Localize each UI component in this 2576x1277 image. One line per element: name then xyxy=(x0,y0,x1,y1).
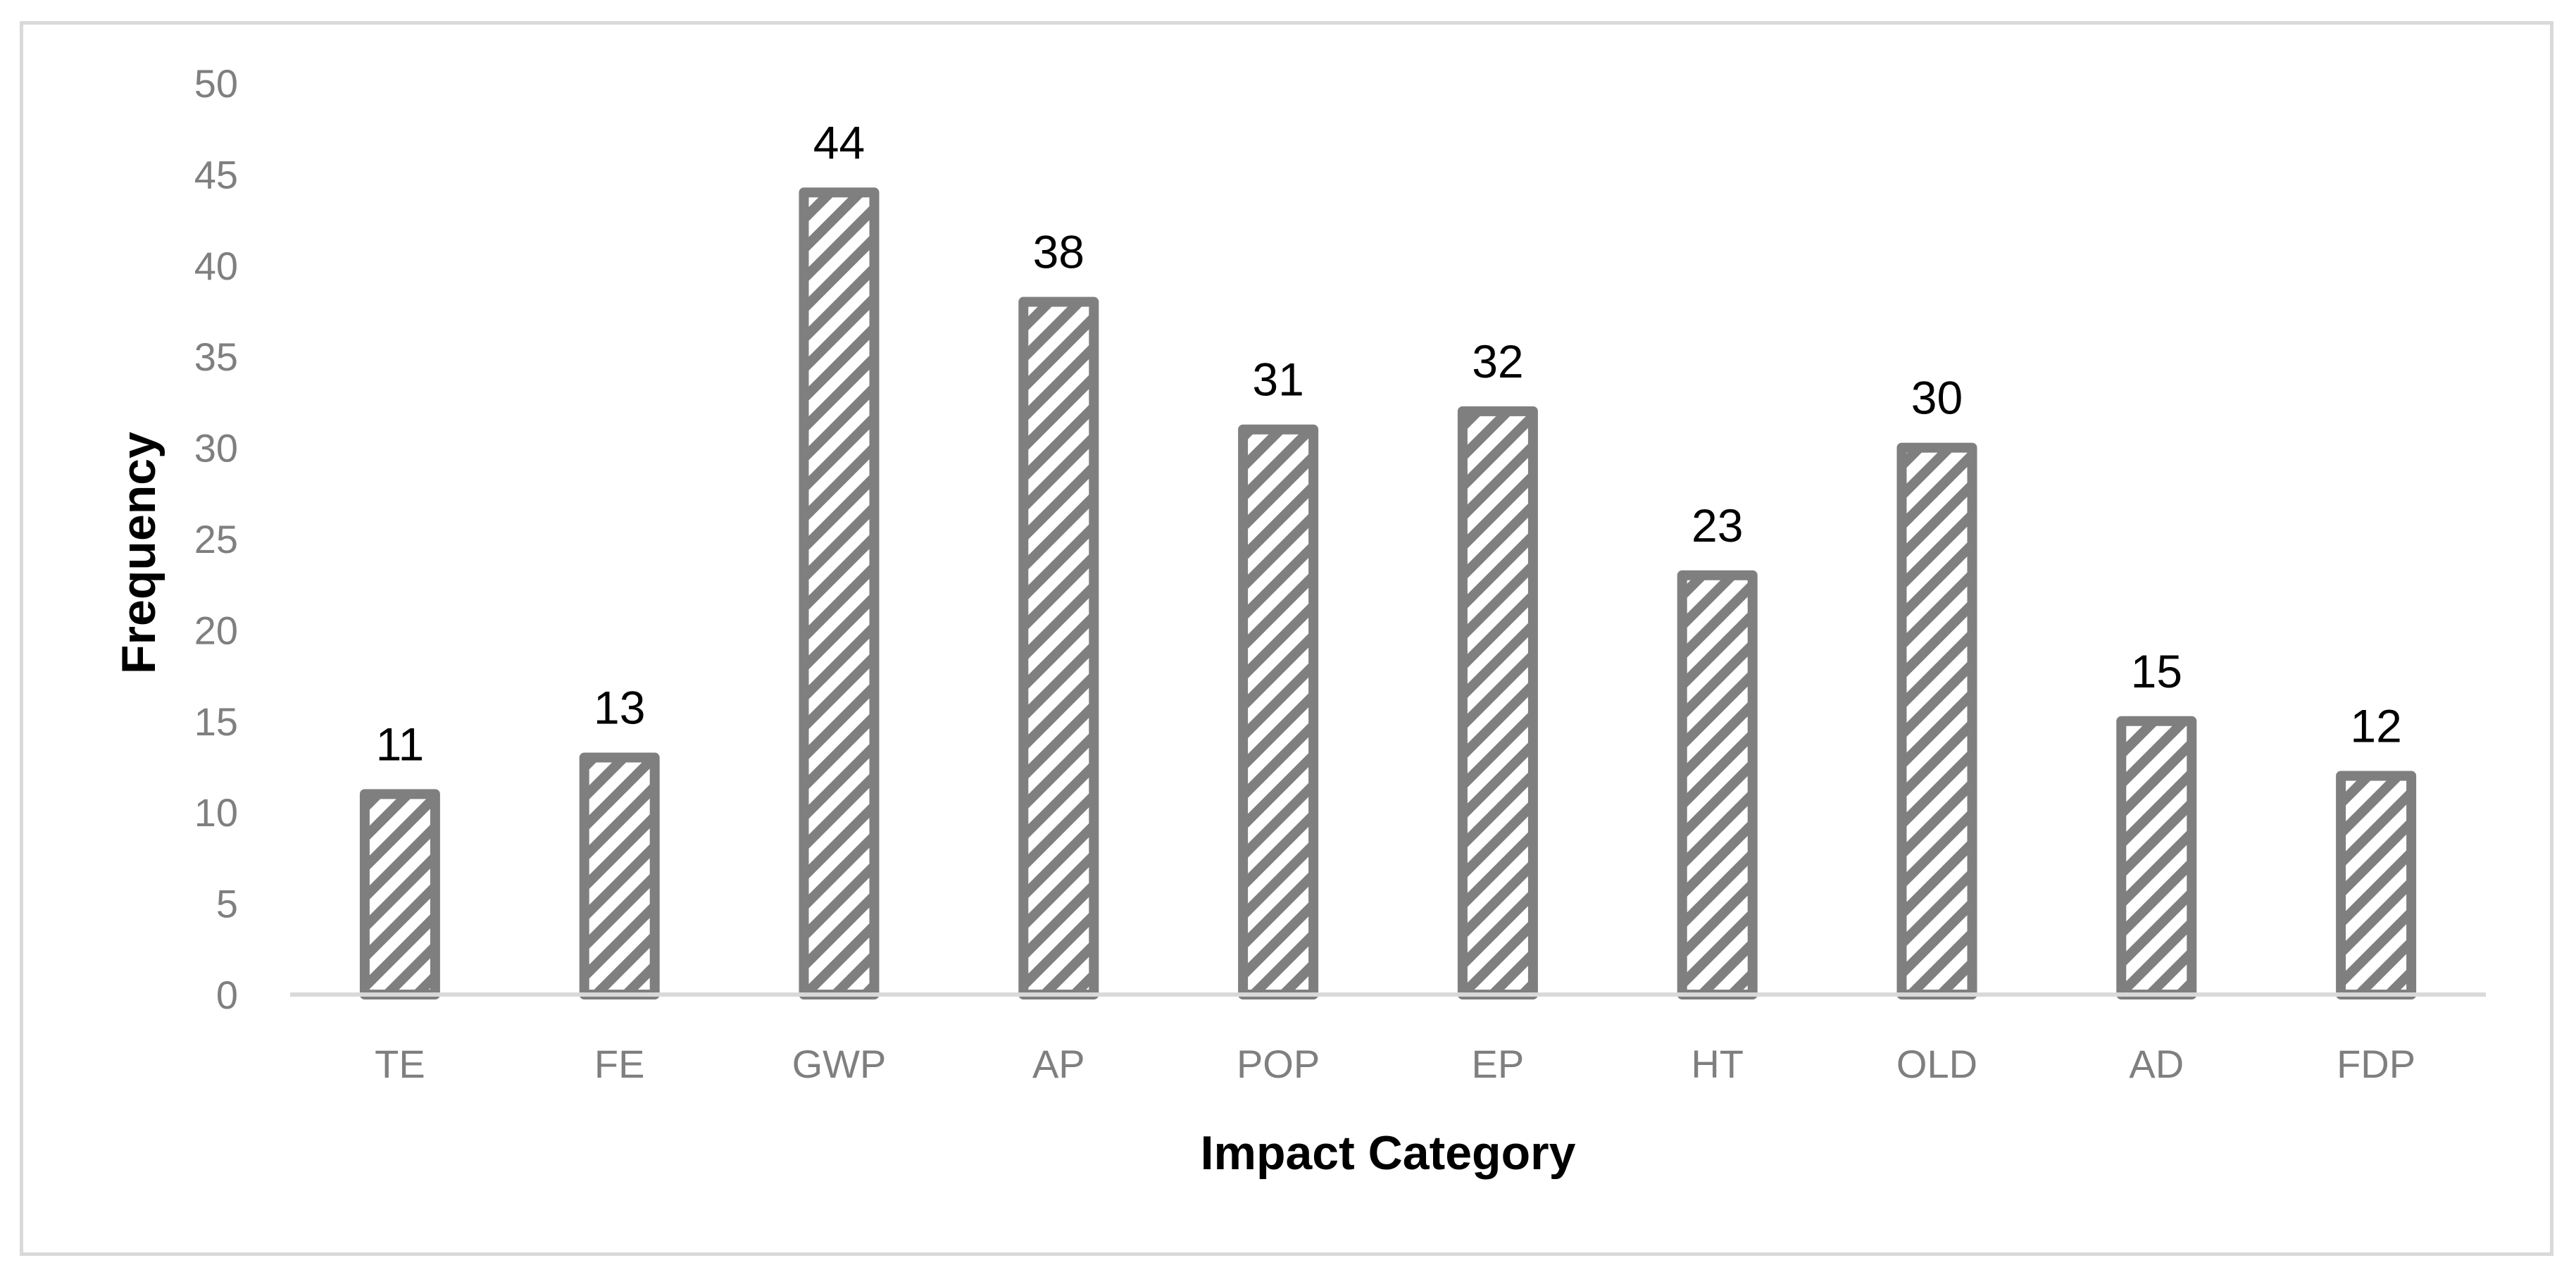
bar-fdp xyxy=(2336,771,2417,999)
y-axis-title: Frequency xyxy=(112,432,165,674)
x-tick-label: AD xyxy=(2129,1042,2184,1086)
x-tick-label: AP xyxy=(1032,1042,1085,1086)
x-tick-label: FE xyxy=(594,1042,645,1086)
bar-ep xyxy=(1457,406,1538,999)
x-tick-label: EP xyxy=(1472,1042,1525,1086)
data-label: 30 xyxy=(1911,372,1963,424)
y-tick-label: 40 xyxy=(194,244,238,288)
x-tick-label: OLD xyxy=(1896,1042,1977,1086)
data-labels: 11 13 44 38 31 32 23 30 15 12 xyxy=(376,116,2402,770)
bar-fe xyxy=(579,752,660,1000)
x-axis-title: Impact Category xyxy=(1201,1126,1576,1180)
y-tick-label: 0 xyxy=(216,973,238,1017)
y-tick-label: 45 xyxy=(194,152,238,197)
y-axis-ticks: 0 5 10 15 20 25 30 35 40 45 50 xyxy=(194,61,238,1017)
x-axis-ticks: TE FE GWP AP POP EP HT OLD AD FDP xyxy=(375,1042,2415,1086)
y-tick-label: 25 xyxy=(194,517,238,561)
bar-te xyxy=(359,789,440,999)
x-tick-label: FDP xyxy=(2337,1042,2415,1086)
bar-old xyxy=(1896,442,1977,999)
x-tick-label: GWP xyxy=(792,1042,887,1086)
y-tick-label: 50 xyxy=(194,61,238,106)
data-label: 12 xyxy=(2350,699,2401,752)
data-label: 15 xyxy=(2131,645,2182,697)
bar-pop xyxy=(1238,424,1319,999)
bar-gwp xyxy=(799,187,880,999)
bar-ad xyxy=(2116,716,2197,999)
y-tick-label: 35 xyxy=(194,335,238,379)
data-label: 31 xyxy=(1252,354,1303,406)
bar-ht xyxy=(1677,570,1758,999)
x-tick-label: TE xyxy=(375,1042,425,1086)
x-tick-label: POP xyxy=(1237,1042,1320,1086)
y-tick-label: 20 xyxy=(194,608,238,652)
data-label: 32 xyxy=(1472,335,1523,387)
bar-ap xyxy=(1018,297,1099,999)
data-label: 23 xyxy=(1692,499,1743,552)
y-tick-label: 10 xyxy=(194,790,238,835)
data-label: 13 xyxy=(594,682,645,734)
x-tick-label: HT xyxy=(1691,1042,1744,1086)
data-label: 11 xyxy=(376,718,425,770)
data-label: 38 xyxy=(1033,226,1084,278)
y-tick-label: 30 xyxy=(194,426,238,471)
y-tick-label: 5 xyxy=(216,882,238,926)
y-tick-label: 15 xyxy=(194,699,238,744)
data-label: 44 xyxy=(813,116,865,168)
bars-group xyxy=(359,187,2417,1000)
